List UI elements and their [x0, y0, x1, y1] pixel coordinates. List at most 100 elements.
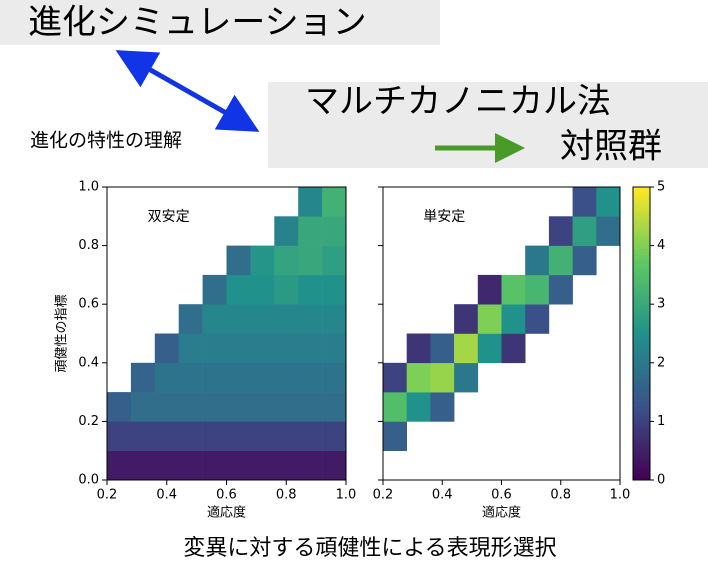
heat-cell	[107, 450, 132, 481]
colorbar-step	[633, 409, 650, 414]
y-tick-label: 0.6	[78, 297, 99, 312]
x-tick-label: 1.0	[336, 488, 357, 503]
heat-cell	[322, 450, 347, 481]
colorbar-step	[633, 248, 650, 252]
heat-cell	[250, 392, 275, 422]
heat-cell	[477, 333, 502, 364]
heat-cell	[178, 362, 203, 393]
heat-cell	[298, 187, 323, 217]
heat-cell	[226, 450, 251, 481]
colorbar-step	[633, 354, 650, 358]
colorbar-step	[633, 236, 650, 241]
colorbar-step	[633, 383, 650, 387]
heat-cell	[154, 421, 179, 451]
slide-title: 進化シミュレーション	[28, 3, 367, 43]
heat-cell	[430, 392, 455, 422]
colorbar-step	[633, 260, 650, 264]
colorbar-step	[633, 201, 650, 206]
heat-cell	[274, 450, 299, 481]
colorbar-step	[633, 362, 650, 367]
heat-cell	[250, 245, 275, 276]
heat-cell	[525, 304, 550, 334]
heat-cell	[572, 187, 597, 217]
colorbar-step	[633, 230, 650, 235]
heat-cell	[298, 216, 323, 246]
heat-cell	[406, 362, 431, 393]
heat-cell	[274, 333, 299, 364]
colorbar-step	[633, 471, 650, 475]
heat-cell	[454, 362, 479, 393]
colorbar-step	[633, 289, 650, 293]
heat-cell	[596, 187, 621, 217]
colorbar-step	[633, 301, 650, 305]
colorbar-step	[633, 444, 650, 449]
heat-cell	[226, 392, 251, 422]
colorbar-tick-label: 2	[657, 355, 665, 370]
note: 進化の特性の理解	[30, 130, 182, 152]
colorbar-step	[633, 266, 650, 270]
heat-cell	[322, 392, 347, 422]
heat-cell	[250, 304, 275, 334]
colorbar-step	[633, 298, 650, 302]
colorbar-step	[633, 304, 650, 308]
method-box	[268, 82, 708, 168]
heat-cell	[298, 333, 323, 364]
colorbar-step	[633, 397, 650, 402]
heat-cell	[501, 304, 526, 334]
colorbar-tick-label: 1	[657, 414, 665, 429]
y-tick-label: 0.8	[78, 238, 99, 253]
colorbar-step	[633, 436, 650, 440]
colorbar-step	[633, 207, 650, 211]
heat-cell	[178, 421, 203, 451]
heat-cell	[226, 274, 251, 305]
heat-cell	[406, 392, 431, 422]
heat-cell	[298, 274, 323, 305]
heat-cell	[274, 274, 299, 305]
x-tick-label: 0.8	[550, 488, 571, 503]
x-tick-label: 0.2	[97, 488, 118, 503]
heat-cell	[154, 450, 179, 481]
heat-cell	[383, 392, 407, 422]
heat-cell	[454, 304, 479, 334]
y-tick-label: 1.0	[78, 180, 99, 195]
colorbar-step	[633, 453, 650, 458]
heat-cell	[274, 216, 299, 246]
heat-cell	[322, 187, 347, 217]
colorbar-step	[633, 333, 650, 337]
heat-cell	[226, 245, 251, 276]
heat-cell	[298, 450, 323, 481]
colorbar-step	[633, 315, 650, 320]
colorbar-step	[633, 403, 650, 408]
heat-cell	[202, 421, 227, 451]
heat-cell	[298, 304, 323, 334]
colorbar-step	[633, 336, 650, 340]
heat-cell	[572, 245, 597, 276]
colorbar-step	[633, 216, 650, 220]
heat-cell	[572, 216, 597, 246]
colorbar-step	[633, 219, 650, 223]
colorbar-step	[633, 324, 650, 329]
heat-cell	[250, 362, 275, 393]
colorbar-step	[633, 386, 650, 390]
heat-cell	[178, 333, 203, 364]
colorbar-step	[633, 295, 650, 299]
y-tick-label: 0.2	[78, 414, 99, 429]
colorbar-step	[633, 468, 650, 472]
heat-cell	[202, 392, 227, 422]
x-tick-label: 0.2	[373, 488, 394, 503]
heat-cell	[250, 274, 275, 305]
colorbar-step	[633, 427, 650, 431]
colorbar-step	[633, 327, 650, 332]
heat-cell	[454, 333, 479, 364]
colorbar-step	[633, 459, 650, 463]
heat-cell	[548, 216, 573, 246]
heat-cell	[130, 421, 156, 451]
heat-cell	[322, 245, 347, 276]
colorbar-step	[633, 456, 650, 460]
heat-cell	[274, 392, 299, 422]
heat-cell	[226, 304, 251, 334]
heat-cell	[430, 362, 455, 393]
annotation: 単安定	[423, 209, 465, 225]
heat-cell	[226, 362, 251, 393]
colorbar-step	[633, 286, 650, 291]
